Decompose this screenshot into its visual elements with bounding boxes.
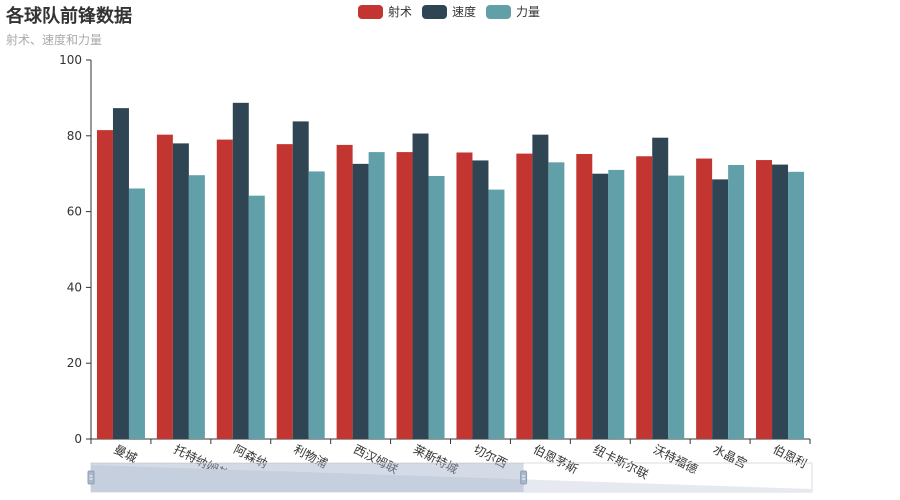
bar-力量-阿森纳[interactable]	[248, 195, 265, 439]
bar-速度-西汉姆联[interactable]	[352, 163, 369, 439]
bar-射术-西汉姆联[interactable]	[336, 144, 353, 439]
bar-力量-伯恩利[interactable]	[788, 171, 805, 439]
bar-速度-沃特福德[interactable]	[652, 137, 669, 439]
y-tick-label: 100	[59, 53, 82, 67]
data-zoom-shadow	[91, 465, 812, 492]
legend-item-speed[interactable]: 速度	[422, 3, 476, 20]
data-zoom-handle-end[interactable]	[520, 470, 528, 485]
bar-射术-曼城[interactable]	[96, 130, 113, 440]
axes: 0 20 40 60 80 100	[59, 53, 811, 446]
bar-力量-伯恩茅斯[interactable]	[548, 162, 565, 439]
bar-速度-切尔西[interactable]	[472, 160, 489, 439]
bar-射术-沃特福德[interactable]	[636, 156, 653, 440]
y-tick-label: 20	[67, 356, 82, 370]
legend-swatch-strength	[486, 4, 512, 19]
bar-速度-托特纳姆热刺[interactable]	[172, 143, 189, 439]
y-tick-label: 60	[67, 205, 82, 219]
legend-swatch-shooting	[358, 4, 383, 19]
legend-item-shooting[interactable]: 射术	[358, 3, 412, 20]
bar-力量-纽卡斯尔联[interactable]	[608, 169, 625, 439]
bar-力量-切尔西[interactable]	[488, 189, 505, 439]
bar-射术-伯恩利[interactable]	[756, 160, 773, 439]
x-tick-label: 伯恩利	[771, 441, 810, 471]
x-tick-label: 纽卡斯尔联	[591, 441, 651, 482]
bar-速度-曼城[interactable]	[112, 108, 129, 440]
bar-射术-水晶宫[interactable]	[696, 158, 713, 440]
data-zoom-slider[interactable]	[87, 462, 813, 493]
bars	[96, 102, 805, 440]
bar-射术-切尔西[interactable]	[456, 152, 473, 439]
bar-射术-阿森纳[interactable]	[216, 139, 233, 439]
bar-力量-曼城[interactable]	[128, 188, 145, 439]
bar-速度-阿森纳[interactable]	[232, 102, 249, 440]
data-zoom-handle-start[interactable]	[87, 470, 95, 485]
legend-label-strength: 力量	[516, 5, 541, 19]
bar-射术-托特纳姆热刺[interactable]	[156, 134, 173, 439]
bar-速度-纽卡斯尔联[interactable]	[592, 173, 609, 439]
bar-速度-伯恩利[interactable]	[772, 164, 789, 439]
bar-射术-纽卡斯尔联[interactable]	[576, 153, 593, 439]
x-tick-label: 沃特福德	[651, 441, 701, 476]
bar-力量-水晶宫[interactable]	[728, 164, 745, 439]
bar-射术-莱斯特城[interactable]	[396, 152, 413, 440]
x-tick-label: 伯恩茅斯	[531, 441, 581, 476]
x-tick-label: 曼城	[112, 442, 140, 465]
bar-速度-伯恩茅斯[interactable]	[532, 134, 549, 439]
legend-item-strength[interactable]: 力量	[486, 3, 540, 20]
bar-力量-莱斯特城[interactable]	[428, 175, 445, 439]
y-tick-label: 80	[67, 129, 82, 143]
legend-swatch-speed	[422, 4, 448, 19]
data-zoom-selection[interactable]	[91, 463, 524, 492]
bar-速度-利物浦[interactable]	[292, 121, 309, 439]
legend-label-shooting: 射术	[388, 5, 413, 19]
bar-力量-利物浦[interactable]	[308, 171, 325, 439]
legend: 射术 速度 力量	[358, 3, 540, 20]
bar-力量-西汉姆联[interactable]	[368, 152, 385, 440]
bar-射术-伯恩茅斯[interactable]	[516, 153, 533, 439]
bar-射术-利物浦[interactable]	[276, 144, 293, 439]
chart-subtitle: 射术、速度和力量	[6, 33, 103, 47]
legend-label-speed: 速度	[452, 5, 477, 19]
bar-力量-托特纳姆热刺[interactable]	[188, 175, 205, 439]
y-tick-label: 40	[67, 280, 82, 294]
bar-力量-沃特福德[interactable]	[668, 175, 685, 439]
y-tick-label: 0	[74, 432, 82, 446]
bar-速度-水晶宫[interactable]	[712, 179, 729, 439]
chart-title: 各球队前锋数据	[6, 6, 132, 27]
bar-速度-莱斯特城[interactable]	[412, 133, 429, 439]
x-tick-label: 水晶宫	[711, 441, 750, 471]
